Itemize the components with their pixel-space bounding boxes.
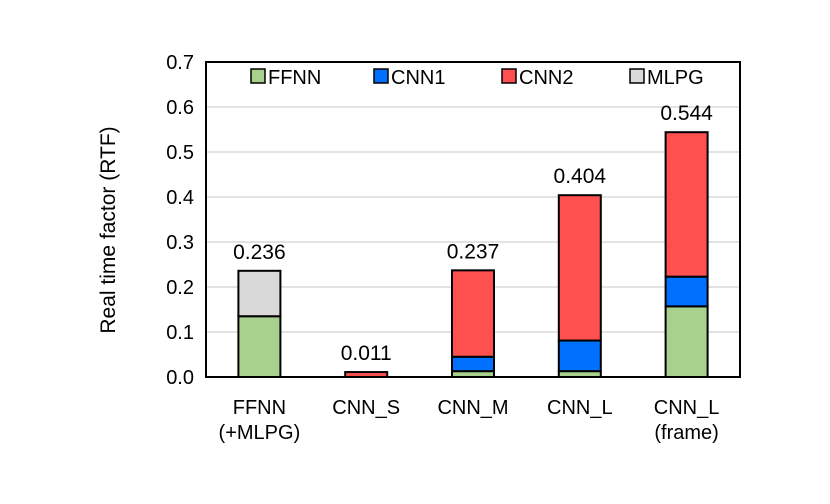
y-tick-label: 0.4 <box>166 187 194 209</box>
total-label: 0.404 <box>554 165 607 188</box>
bar-segment-cnn1 <box>664 275 709 308</box>
x-category-label: FFNN <box>233 397 286 419</box>
x-category-label: CNN_L <box>547 397 613 419</box>
legend-swatch-ffnn <box>250 68 266 84</box>
y-tick-label: 0.6 <box>166 97 194 119</box>
legend-swatch-mlpg <box>629 68 645 84</box>
total-label: 0.237 <box>447 240 500 263</box>
legend-label: CNN2 <box>519 67 573 89</box>
legend-swatch-cnn2 <box>501 68 517 84</box>
y-axis-ticks: 0.0 0.1 0.2 0.3 0.4 0.5 0.6 0.7 <box>166 52 194 389</box>
legend: FFNN CNN1 CNN2 MLPG <box>250 67 704 89</box>
bar-segment-cnn2 <box>451 269 495 358</box>
plot-area-frame <box>205 61 741 378</box>
total-label: 0.011 <box>341 342 392 365</box>
x-category-label: CNN_S <box>332 397 400 419</box>
x-category-label: (frame) <box>654 422 718 444</box>
bar-segment-cnn2 <box>557 194 602 342</box>
legend-label: FFNN <box>268 67 321 89</box>
y-tick-label: 0.3 <box>166 232 194 254</box>
y-tick-label: 0.1 <box>166 322 194 344</box>
total-labels: 0.236 0.011 0.237 0.404 0.544 <box>233 102 713 365</box>
total-label: 0.544 <box>660 102 713 125</box>
x-axis-categories: FFNN (+MLPG) CNN_S CNN_M CNN_L CNN_L (frame) <box>219 397 720 444</box>
gridlines <box>206 106 740 333</box>
y-tick-label: 0.7 <box>166 52 194 74</box>
y-tick-label: 0.0 <box>166 367 194 389</box>
y-axis-title: Real time factor (RTF) <box>97 126 120 333</box>
bar-segment-cnn2 <box>664 131 709 278</box>
x-category-label: CNN_M <box>437 397 508 419</box>
bar-segment-ffnn <box>237 315 282 378</box>
x-category-label: (+MLPG) <box>219 422 301 444</box>
bar-segment-cnn1 <box>557 339 602 373</box>
x-category-label: CNN_L <box>654 397 720 419</box>
legend-label: MLPG <box>647 67 704 89</box>
y-tick-label: 0.2 <box>166 277 194 299</box>
total-label: 0.236 <box>233 241 286 264</box>
bar-segment-cnn1 <box>451 355 495 373</box>
bar-segment-ffnn <box>664 305 709 379</box>
legend-swatch-cnn1 <box>373 68 389 84</box>
bars <box>237 131 709 379</box>
legend-label: CNN1 <box>391 67 445 89</box>
y-tick-label: 0.5 <box>166 142 194 164</box>
bar-segment-mlpg <box>237 269 282 318</box>
